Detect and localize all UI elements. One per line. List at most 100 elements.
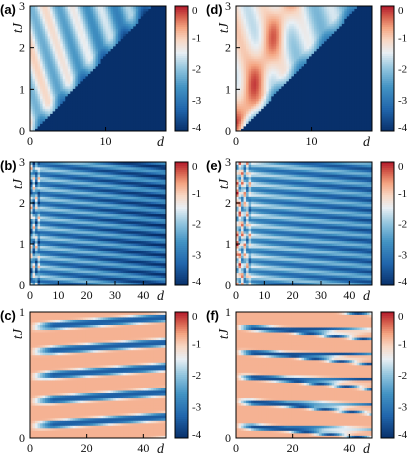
heatmap-cell: [80, 164, 84, 168]
heatmap-cell: [50, 31, 54, 34]
heatmap-cell: [42, 121, 46, 124]
heatmap-cell: [70, 73, 74, 77]
heatmap-cell: [62, 58, 66, 62]
heatmap-cell: [85, 123, 89, 127]
heatmap-cell: [55, 76, 59, 79]
heatmap-cell: [70, 116, 74, 119]
heatmap-cell: [90, 171, 94, 175]
heatmap-cell: [50, 164, 54, 168]
heatmap-cell: [37, 48, 41, 52]
heatmap-cell: [130, 174, 134, 178]
heatmap-cell: [92, 221, 96, 224]
heatmap-cell: [103, 46, 106, 49]
heatmap-cell: [138, 186, 142, 190]
heatmap-cell: [135, 277, 139, 281]
heatmap-cell: [57, 13, 61, 17]
heatmap-cell: [55, 245, 59, 249]
heatmap-cell: [67, 101, 71, 104]
heatmap-cell: [118, 18, 122, 22]
heatmap-cell: [40, 26, 43, 29]
heatmap-cell: [110, 66, 114, 69]
heatmap-cell: [35, 238, 38, 242]
heatmap-cell: [105, 260, 109, 264]
heatmap-cell: [45, 248, 49, 251]
heatmap-cell: [123, 164, 127, 168]
heatmap-cell: [113, 275, 117, 279]
heatmap-cell: [60, 206, 64, 210]
heatmap-cell: [138, 275, 142, 279]
heatmap-cell: [70, 66, 74, 69]
heatmap-cell: [75, 218, 79, 222]
heatmap-cell: [105, 228, 109, 232]
heatmap-cell: [145, 61, 149, 64]
heatmap-cell: [92, 184, 96, 187]
heatmap-cell: [60, 48, 64, 52]
heatmap-cell: [158, 76, 162, 79]
heatmap-cell: [138, 6, 142, 9]
heatmap-cell: [60, 186, 64, 190]
heatmap-cell: [98, 61, 101, 64]
heatmap-cell: [135, 265, 139, 269]
heatmap-cell: [110, 243, 114, 247]
heatmap-cell: [75, 267, 79, 271]
heatmap-cell: [125, 240, 129, 244]
heatmap-cell: [42, 272, 46, 276]
heatmap-cell: [150, 48, 154, 52]
heatmap-cell: [123, 126, 127, 129]
heatmap-cell: [123, 116, 127, 119]
heatmap-cell: [82, 230, 86, 234]
heatmap-cell: [123, 76, 127, 79]
heatmap-cell: [67, 18, 71, 22]
heatmap-cell: [30, 253, 33, 256]
heatmap-cell: [118, 16, 122, 19]
heatmap-cell: [113, 83, 117, 87]
heatmap-cell: [123, 162, 127, 165]
heatmap-cell: [47, 240, 51, 244]
heatmap-cell: [163, 123, 167, 127]
heatmap-cell: [103, 83, 106, 87]
heatmap-cell: [70, 108, 74, 112]
heatmap-cell: [120, 201, 124, 205]
heatmap-cell: [158, 101, 162, 104]
heatmap-cell: [92, 116, 96, 119]
heatmap-cell: [118, 277, 122, 281]
heatmap-cell: [103, 213, 106, 217]
heatmap-cell: [125, 162, 129, 165]
heatmap-cell: [42, 46, 46, 49]
heatmap-cell: [30, 243, 33, 247]
heatmap-cell: [65, 63, 69, 67]
heatmap-cells: [30, 6, 167, 132]
heatmap-cell: [52, 270, 56, 274]
heatmap-cell: [110, 191, 114, 195]
colorbar-swatch: [175, 49, 188, 53]
heatmap-cell: [70, 221, 74, 224]
heatmap-cell: [67, 213, 71, 217]
heatmap-cell: [145, 106, 149, 109]
colorbar-swatch: [175, 87, 188, 90]
heatmap-cell: [113, 88, 117, 92]
heatmap-cell: [100, 121, 104, 124]
heatmap-cell: [150, 31, 154, 34]
heatmap-cell: [163, 33, 167, 37]
heatmap-cell: [125, 23, 129, 27]
heatmap-cell: [158, 63, 162, 67]
heatmap-cell: [163, 11, 167, 14]
heatmap-cell: [52, 213, 56, 217]
heatmap-cell: [65, 179, 69, 183]
heatmap-cell: [70, 28, 74, 32]
heatmap-cell: [57, 28, 61, 32]
heatmap-cell: [98, 250, 101, 254]
heatmap-cell: [37, 96, 41, 99]
heatmap-cell: [123, 221, 127, 224]
heatmap-cell: [123, 31, 127, 34]
heatmap-cell: [67, 51, 71, 54]
heatmap-cell: [50, 66, 54, 69]
heatmap-cell: [60, 277, 64, 281]
heatmap-cell: [105, 48, 109, 52]
heatmap-cell: [115, 164, 119, 168]
heatmap-cell: [52, 243, 56, 247]
heatmap-cell: [90, 48, 94, 52]
heatmap-cell: [65, 230, 69, 234]
heatmap-cell: [60, 73, 64, 77]
heatmap-cell: [140, 98, 144, 102]
